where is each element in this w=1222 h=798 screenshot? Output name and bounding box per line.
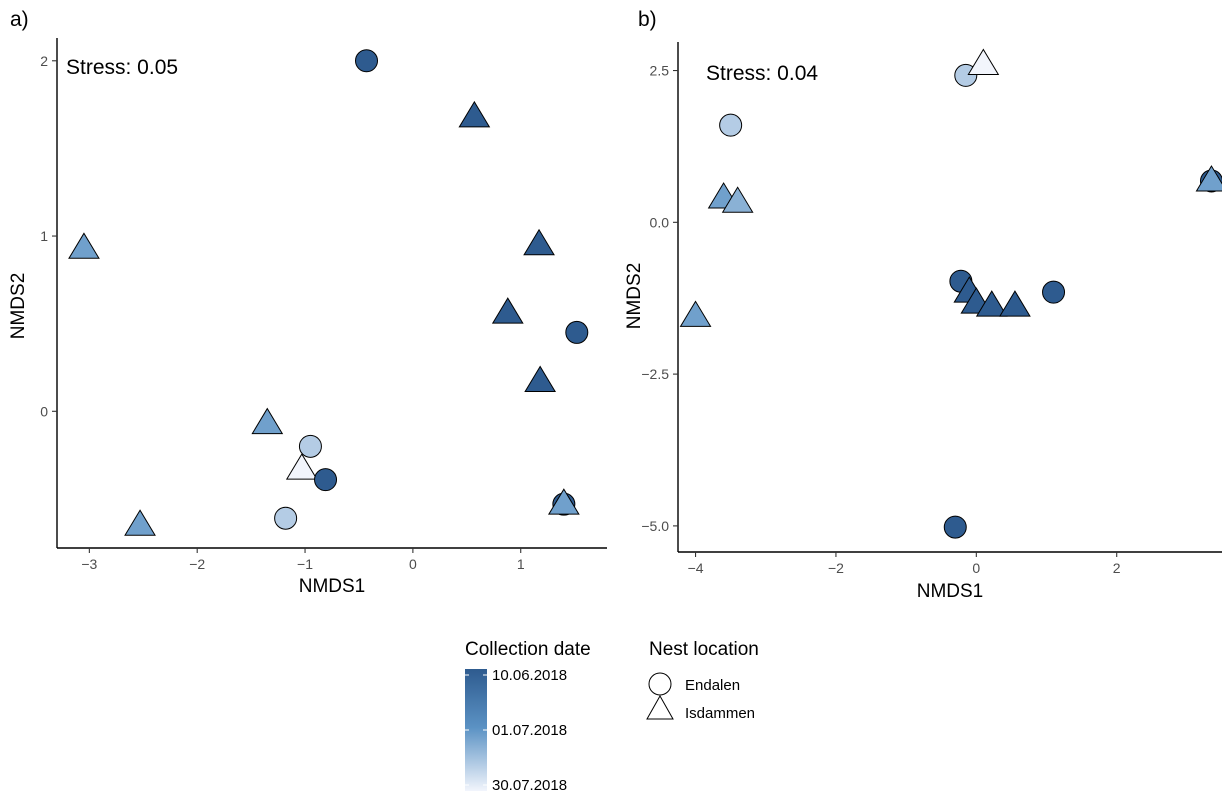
- panel-b-point-isdammen: [721, 186, 754, 213]
- panel-a-stress: Stress: 0.05: [66, 56, 178, 79]
- legend-label-endalen: Endalen: [685, 677, 740, 694]
- panel-b-point-endalen: [943, 515, 967, 539]
- legend-colorbar-label: 01.07.2018: [492, 722, 567, 739]
- panel-a-point-endalen: [314, 468, 338, 492]
- legend-collection-date: Collection date 10.06.2018 01.07.2018 30.0…: [465, 639, 591, 794]
- panel-a-point-isdammen: [523, 228, 555, 256]
- panel-a-x-tick-label: −1: [297, 556, 313, 572]
- panel-a-point-isdammen: [547, 488, 580, 515]
- scatter-panel-a: a) −3 −2 −1 0 1 0 1 2 Stress: 0.05 NMDS1 NMDS2: [8, 8, 607, 597]
- panel-a-point-endalen: [298, 434, 322, 458]
- panel-b-y-tick-label: 0.0: [650, 214, 670, 230]
- legend-triangle-key: [646, 694, 674, 720]
- legend-nest-location: Nest location Endalen Isdammen: [646, 639, 759, 722]
- legend-colorbar-label: 30.07.2018: [492, 777, 567, 794]
- panel-a-tag: a): [10, 8, 29, 31]
- panel-b-x-tick-label: 2: [1113, 560, 1121, 576]
- legend-colorbar: [465, 669, 487, 791]
- panel-a-y-tick-label: 0: [40, 403, 48, 419]
- panel-b-x-tick-label: −4: [688, 560, 704, 576]
- panel-a-point-endalen: [355, 49, 379, 73]
- panel-b-point-isdammen: [1195, 165, 1222, 192]
- panel-a-x-tick-label: 0: [409, 556, 417, 572]
- panel-a-point-isdammen: [285, 453, 318, 480]
- panel-b-axes: [677, 42, 1222, 553]
- panel-a-ylabel: NMDS2: [8, 273, 29, 340]
- panel-b-point-isdammen: [999, 290, 1031, 317]
- panel-b-x-tick-label: −2: [828, 560, 844, 576]
- panel-b-y-tick-label: −2.5: [641, 366, 669, 382]
- panel-a-xlabel: NMDS1: [299, 576, 366, 597]
- panel-b-tag: b): [638, 8, 657, 31]
- panel-a-x-tick-label: −3: [81, 556, 97, 572]
- panel-a-axes: [56, 38, 607, 549]
- legend-color-title: Collection date: [465, 639, 591, 660]
- panel-b-point-endalen: [1042, 280, 1066, 304]
- panel-b-point-isdammen: [679, 300, 712, 327]
- panel-a-y-tick-label: 1: [40, 228, 48, 244]
- panel-a-point-isdammen: [251, 407, 284, 435]
- panel-a-point-endalen: [565, 320, 589, 344]
- panel-b-xlabel: NMDS1: [917, 581, 984, 602]
- panel-a-point-endalen: [274, 506, 298, 530]
- legend-colorbar-ticks: 10.06.2018 01.07.2018 30.07.2018: [465, 667, 567, 794]
- panel-b-point-isdammen: [975, 290, 1008, 317]
- panel-a-x-tick-label: 1: [517, 556, 525, 572]
- panel-b-point-endalen: [719, 113, 743, 137]
- panel-b-point-isdammen: [967, 48, 1000, 75]
- panel-a-point-isdammen: [124, 509, 156, 536]
- panel-b-points: [679, 48, 1222, 539]
- panel-a-x-tick-label: −2: [189, 556, 205, 572]
- legend-label-isdammen: Isdammen: [685, 705, 755, 722]
- legend-circle-key: [648, 672, 672, 696]
- panel-a-point-isdammen: [491, 297, 524, 324]
- panel-b-x-tick-label: 0: [972, 560, 980, 576]
- panel-a-point-isdammen: [68, 232, 100, 259]
- panel-b-ylabel: NMDS2: [624, 263, 645, 330]
- legend-shape-title: Nest location: [649, 639, 759, 660]
- panel-b-y-tick-label: 2.5: [650, 63, 670, 79]
- panel-a-y-tick-label: 2: [40, 53, 48, 69]
- legend-colorbar-label: 10.06.2018: [492, 667, 567, 684]
- panel-a-point-isdammen: [524, 365, 557, 393]
- panel-a-points: [68, 49, 589, 536]
- panel-a-ticks: −3 −2 −1 0 1 0 1 2: [40, 53, 525, 572]
- panel-a-point-isdammen: [458, 100, 491, 128]
- panel-b-ticks: −4 −2 0 2 2.5 0.0 −2.5 −5.0: [641, 63, 1120, 576]
- panel-b-stress: Stress: 0.04: [706, 62, 818, 85]
- panel-b-y-tick-label: −5.0: [641, 518, 669, 534]
- scatter-panel-b: b) −4 −2 0 2 2.5 0.0 −2.5 −5.0 Stress: 0.04 NMD…: [624, 8, 1222, 602]
